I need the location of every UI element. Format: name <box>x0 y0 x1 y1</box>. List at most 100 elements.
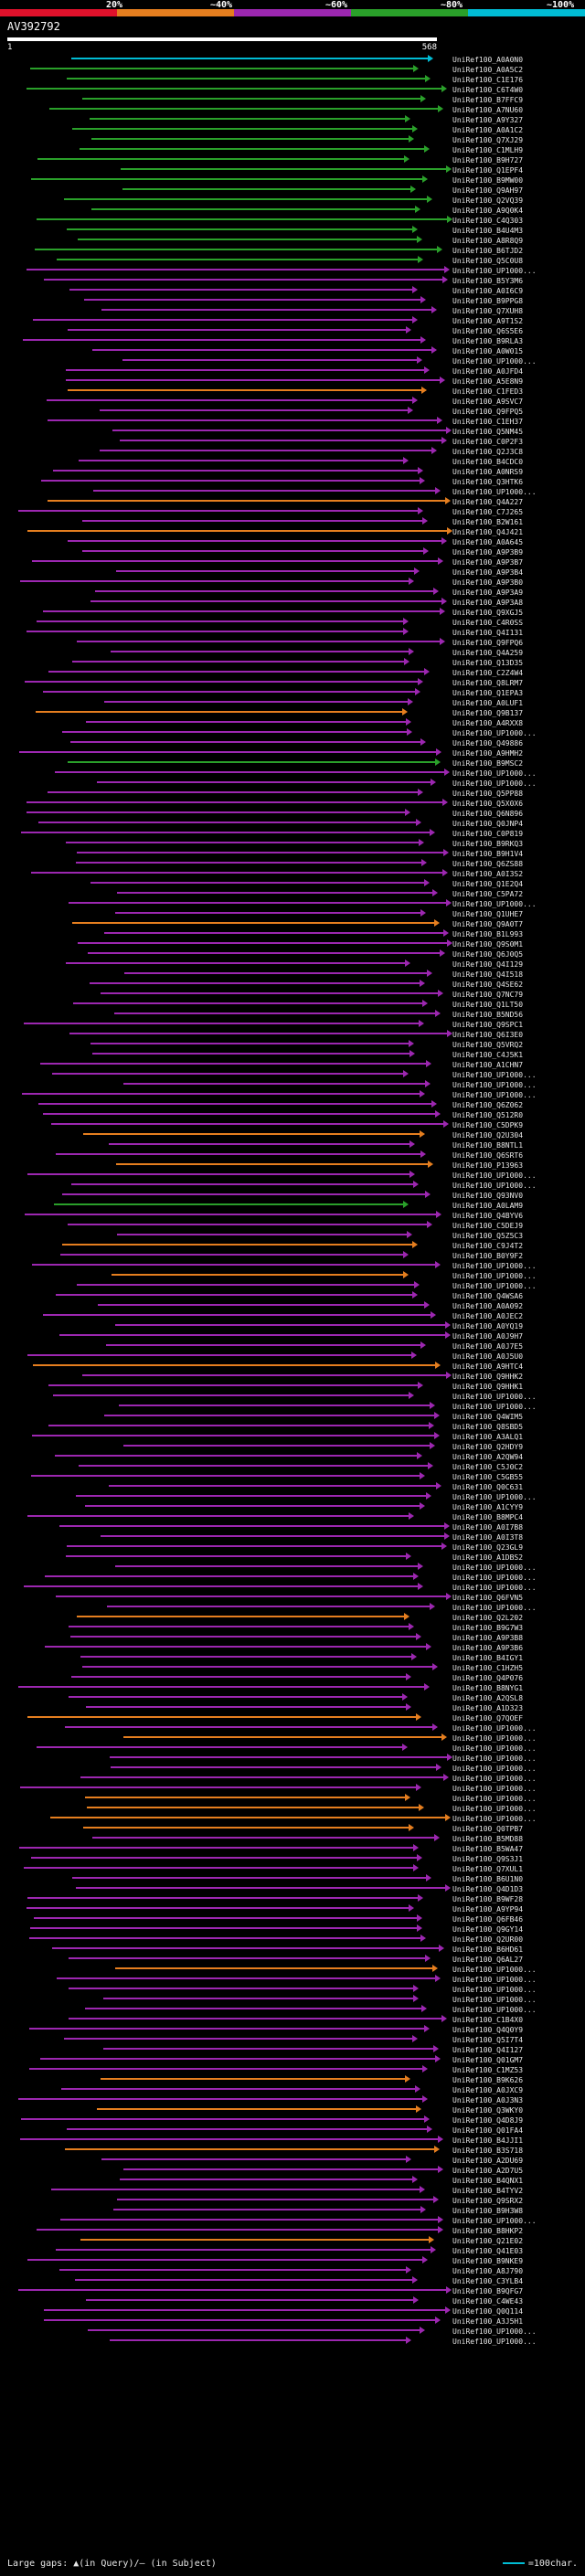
hit-id-label[interactable]: UniRef100_A9P3B4 <box>452 568 523 577</box>
hit-id-label[interactable]: UniRef100_Q9GY14 <box>452 1925 523 1934</box>
hit-id-label[interactable]: UniRef100_UP1000... <box>452 1976 537 1984</box>
hit-row[interactable]: UniRef100_A9YP94 <box>27 1904 523 1913</box>
hit-id-label[interactable]: UniRef100_Q4WSA6 <box>452 1292 523 1300</box>
hit-id-label[interactable]: UniRef100_Q13D35 <box>452 659 523 667</box>
hit-id-label[interactable]: UniRef100_A0I3T8 <box>452 1533 523 1542</box>
hit-id-label[interactable]: UniRef100_Q9S3J1 <box>452 1855 523 1863</box>
hit-row[interactable]: UniRef100_Q4I131 <box>27 628 523 637</box>
hit-id-label[interactable]: UniRef100_UP1000... <box>452 1815 537 1823</box>
hit-id-label[interactable]: UniRef100_B9RKQ3 <box>452 840 523 848</box>
hit-row[interactable]: UniRef100_A8R8Q9 <box>78 236 523 245</box>
hit-id-label[interactable]: UniRef100_Q6S5E6 <box>452 327 523 335</box>
hit-row[interactable]: UniRef100_B5MD88 <box>92 1834 523 1843</box>
hit-id-label[interactable]: UniRef100_C4R0SS <box>452 619 523 627</box>
hit-id-label[interactable]: UniRef100_Q6Z062 <box>452 1101 523 1109</box>
hit-id-label[interactable]: UniRef100_Q01GM7 <box>452 2056 523 2064</box>
hit-id-label[interactable]: UniRef100_A5E8N9 <box>452 377 523 386</box>
hit-id-label[interactable]: UniRef100_B5Y3M6 <box>452 277 523 285</box>
hit-id-label[interactable]: UniRef100_Q5C0U8 <box>452 257 523 265</box>
hit-id-label[interactable]: UniRef100_Q4A259 <box>452 649 523 657</box>
hit-id-label[interactable]: UniRef100_C5DPK9 <box>452 1121 523 1129</box>
hit-id-label[interactable]: UniRef100_Q7NC79 <box>452 991 523 999</box>
hit-id-label[interactable]: UniRef100_UP1000... <box>452 2327 537 2336</box>
hit-row[interactable]: UniRef100_A0A645 <box>68 537 523 546</box>
hit-row[interactable]: UniRef100_UP1000... <box>88 2327 537 2336</box>
hit-row[interactable]: UniRef100_A9P3B8 <box>70 1633 523 1642</box>
hit-row[interactable]: UniRef100_Q6J0Q5 <box>88 949 523 959</box>
hit-row[interactable]: UniRef100_UP1000... <box>107 1603 537 1612</box>
hit-row[interactable]: UniRef100_Q2VQ39 <box>64 196 523 205</box>
hit-row[interactable]: UniRef100_UP1000... <box>123 1080 537 1089</box>
hit-row[interactable]: UniRef100_B4TYV2 <box>51 2186 523 2195</box>
hit-row[interactable]: UniRef100_C5PA72 <box>117 889 523 898</box>
hit-row[interactable]: UniRef100_A7NU60 <box>49 105 523 114</box>
hit-row[interactable]: UniRef100_Q5NM45 <box>112 427 523 436</box>
hit-id-label[interactable]: UniRef100_A0JXC9 <box>452 2086 523 2094</box>
hit-id-label[interactable]: UniRef100_B9RLA3 <box>452 337 523 345</box>
hit-id-label[interactable]: UniRef100_Q01FA4 <box>452 2126 523 2135</box>
hit-id-label[interactable]: UniRef100_Q4I518 <box>452 970 523 979</box>
hit-row[interactable]: UniRef100_Q6FB46 <box>34 1914 523 1924</box>
hit-row[interactable]: UniRef100_A9Q0K4 <box>91 206 523 215</box>
hit-id-label[interactable]: UniRef100_Q6FVN5 <box>452 1594 523 1602</box>
hit-row[interactable]: UniRef100_P13963 <box>116 1161 523 1170</box>
hit-id-label[interactable]: UniRef100_UP1000... <box>452 729 537 737</box>
hit-id-label[interactable]: UniRef100_UP1000... <box>452 1754 537 1763</box>
hit-row[interactable]: UniRef100_UP1000... <box>87 1804 537 1813</box>
hit-id-label[interactable]: UniRef100_Q4D8J9 <box>452 2116 523 2125</box>
hit-row[interactable]: UniRef100_A2D7U5 <box>123 2166 523 2175</box>
hit-row[interactable]: UniRef100_Q4A227 <box>48 497 523 506</box>
hit-row[interactable]: UniRef100_UP1000... <box>57 1975 537 1984</box>
hit-row[interactable]: UniRef100_B4U4M3 <box>67 226 523 235</box>
hit-id-label[interactable]: UniRef100_B8NYG1 <box>452 1684 523 1692</box>
hit-row[interactable]: UniRef100_Q1EPA3 <box>43 688 523 697</box>
hit-id-label[interactable]: UniRef100_A0A092 <box>452 1302 523 1310</box>
hit-row[interactable]: UniRef100_Q93NV0 <box>62 1191 523 1200</box>
hit-row[interactable]: UniRef100_Q4SE62 <box>90 980 523 989</box>
hit-id-label[interactable]: UniRef100_A0J3N3 <box>452 2096 523 2104</box>
hit-row[interactable]: UniRef100_Q3WKY0 <box>97 2105 523 2115</box>
hit-id-label[interactable]: UniRef100_B9H1V4 <box>452 850 523 858</box>
hit-row[interactable]: UniRef100_A0A0N0 <box>71 55 523 64</box>
hit-row[interactable]: UniRef100_B8NTL1 <box>109 1140 523 1150</box>
hit-row[interactable]: UniRef100_UP1000... <box>110 2337 537 2346</box>
hit-row[interactable]: UniRef100_C5DEJ9 <box>68 1221 523 1230</box>
hit-id-label[interactable]: UniRef100_Q7XUH8 <box>452 307 523 315</box>
hit-id-label[interactable]: UniRef100_Q8SBD5 <box>452 1423 523 1431</box>
hit-row[interactable]: UniRef100_Q1LT50 <box>73 1000 523 1009</box>
hit-row[interactable]: UniRef100_A1D323 <box>86 1703 523 1712</box>
hit-row[interactable]: UniRef100_C9J4T2 <box>62 1241 523 1250</box>
hit-row[interactable]: UniRef100_C2Z4W4 <box>48 668 523 677</box>
hit-id-label[interactable]: UniRef100_Q2J3C8 <box>452 448 523 456</box>
hit-id-label[interactable]: UniRef100_Q9S0M1 <box>452 940 523 949</box>
hit-row[interactable]: UniRef100_UP1000... <box>20 1784 537 1793</box>
hit-id-label[interactable]: UniRef100_UP1000... <box>452 1744 537 1753</box>
hit-row[interactable]: UniRef100_Q41E03 <box>56 2246 523 2255</box>
hit-id-label[interactable]: UniRef100_Q9HHK2 <box>452 1373 523 1381</box>
hit-row[interactable]: UniRef100_C3YLB4 <box>75 2276 523 2285</box>
hit-row[interactable]: UniRef100_UP1000... <box>115 1965 537 1974</box>
hit-row[interactable]: UniRef100_Q7QOEF <box>27 1713 523 1723</box>
hit-row[interactable]: UniRef100_UP1000... <box>32 1261 537 1270</box>
hit-row[interactable]: UniRef100_C4R0SS <box>37 618 523 627</box>
hit-row[interactable]: UniRef100_UP1000... <box>93 487 537 496</box>
hit-id-label[interactable]: UniRef100_B9WF28 <box>452 1895 523 1903</box>
hit-id-label[interactable]: UniRef100_Q9AH97 <box>452 186 523 195</box>
hit-id-label[interactable]: UniRef100_B8HKP2 <box>452 2227 523 2235</box>
hit-id-label[interactable]: UniRef100_Q0TPB7 <box>452 1825 523 1833</box>
hit-id-label[interactable]: UniRef100_C3YLB4 <box>452 2277 523 2285</box>
hit-row[interactable]: UniRef100_Q9A0T7 <box>72 919 523 928</box>
hit-id-label[interactable]: UniRef100_C5DEJ9 <box>452 1222 523 1230</box>
hit-row[interactable]: UniRef100_UP1000... <box>69 1985 537 1994</box>
hit-id-label[interactable]: UniRef100_Q5NM45 <box>452 428 523 436</box>
hit-id-label[interactable]: UniRef100_UP1000... <box>452 1966 537 1974</box>
hit-id-label[interactable]: UniRef100_A9HTC4 <box>452 1362 523 1371</box>
hit-id-label[interactable]: UniRef100_A9P3B9 <box>452 548 523 557</box>
hit-row[interactable]: UniRef100_B9RKQ3 <box>66 839 523 848</box>
hit-row[interactable]: UniRef100_Q3HTK6 <box>41 477 523 486</box>
hit-row[interactable]: UniRef100_Q6FVN5 <box>56 1593 523 1602</box>
hit-row[interactable]: UniRef100_A9P3B7 <box>32 557 523 567</box>
hit-id-label[interactable]: UniRef100_A0J9H7 <box>452 1332 523 1341</box>
hit-row[interactable]: UniRef100_A9P3B4 <box>116 567 523 577</box>
hit-id-label[interactable]: UniRef100_C9J4T2 <box>452 1242 523 1250</box>
